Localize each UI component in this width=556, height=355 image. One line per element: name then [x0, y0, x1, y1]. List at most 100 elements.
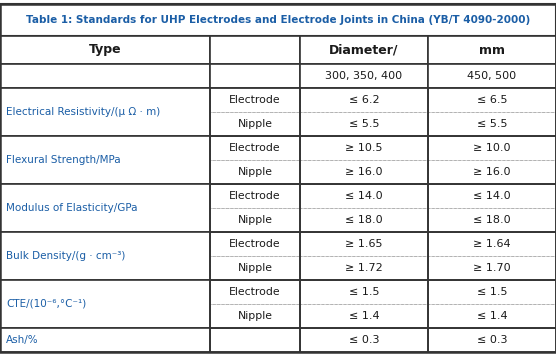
Text: Electrode: Electrode: [229, 143, 281, 153]
Bar: [300, 256, 428, 280]
Bar: [210, 64, 300, 88]
Bar: [428, 280, 556, 304]
Bar: [0, 256, 210, 280]
Text: ≤ 6.2: ≤ 6.2: [349, 95, 379, 105]
Text: ≥ 1.64: ≥ 1.64: [473, 239, 511, 249]
Bar: [210, 328, 300, 352]
Text: ≥ 1.65: ≥ 1.65: [345, 239, 383, 249]
Text: Nipple: Nipple: [237, 167, 272, 177]
Bar: [300, 184, 428, 232]
Bar: [300, 136, 428, 184]
Bar: [0, 36, 210, 64]
Bar: [0, 232, 210, 280]
Bar: [428, 112, 556, 136]
Bar: [300, 304, 428, 328]
Bar: [0, 4, 556, 36]
Bar: [210, 160, 300, 184]
Bar: [0, 328, 210, 352]
Bar: [428, 208, 556, 232]
Text: ≤ 1.4: ≤ 1.4: [476, 311, 507, 321]
Bar: [210, 256, 300, 280]
Bar: [300, 136, 428, 160]
Bar: [0, 280, 210, 328]
Bar: [0, 184, 210, 232]
Bar: [0, 232, 210, 256]
Bar: [428, 88, 556, 112]
Bar: [428, 184, 556, 232]
Text: ≤ 5.5: ≤ 5.5: [349, 119, 379, 129]
Bar: [0, 136, 210, 184]
Bar: [210, 88, 300, 136]
Text: Electrode: Electrode: [229, 191, 281, 201]
Bar: [300, 88, 428, 112]
Text: ≥ 16.0: ≥ 16.0: [473, 167, 511, 177]
Bar: [428, 160, 556, 184]
Bar: [428, 328, 556, 352]
Text: ≤ 1.5: ≤ 1.5: [476, 287, 507, 297]
Text: Flexural Strength/MPa: Flexural Strength/MPa: [6, 155, 121, 165]
Bar: [300, 328, 428, 352]
Bar: [210, 184, 300, 208]
Text: ≤ 5.5: ≤ 5.5: [476, 119, 507, 129]
Bar: [0, 88, 210, 112]
Text: ≥ 1.70: ≥ 1.70: [473, 263, 511, 273]
Bar: [210, 184, 300, 232]
Text: Electrode: Electrode: [229, 287, 281, 297]
Bar: [0, 160, 210, 184]
Text: ≤ 0.3: ≤ 0.3: [476, 335, 507, 345]
Bar: [428, 64, 556, 88]
Text: Bulk Density/(g · cm⁻³): Bulk Density/(g · cm⁻³): [6, 251, 125, 261]
Text: ≤ 18.0: ≤ 18.0: [345, 215, 383, 225]
Bar: [428, 304, 556, 328]
Text: ≤ 6.5: ≤ 6.5: [476, 95, 507, 105]
Bar: [210, 280, 300, 328]
Text: ≤ 18.0: ≤ 18.0: [473, 215, 511, 225]
Bar: [300, 232, 428, 280]
Bar: [210, 232, 300, 280]
Bar: [428, 136, 556, 184]
Bar: [428, 36, 556, 64]
Bar: [210, 208, 300, 232]
Bar: [210, 36, 300, 64]
Text: 300, 350, 400: 300, 350, 400: [325, 71, 403, 81]
Bar: [300, 280, 428, 304]
Bar: [0, 208, 210, 232]
Bar: [300, 232, 428, 256]
Text: CTE/(10⁻⁶,°C⁻¹): CTE/(10⁻⁶,°C⁻¹): [6, 299, 86, 309]
Bar: [210, 304, 300, 328]
Bar: [300, 112, 428, 136]
Text: Diameter/: Diameter/: [329, 44, 399, 56]
Bar: [0, 64, 210, 88]
Bar: [428, 88, 556, 136]
Bar: [300, 208, 428, 232]
Text: Nipple: Nipple: [237, 215, 272, 225]
Bar: [300, 280, 428, 328]
Text: Ash/%: Ash/%: [6, 335, 38, 345]
Text: 450, 500: 450, 500: [468, 71, 517, 81]
Text: ≤ 14.0: ≤ 14.0: [473, 191, 511, 201]
Text: ≥ 16.0: ≥ 16.0: [345, 167, 383, 177]
Text: Electrode: Electrode: [229, 95, 281, 105]
Bar: [0, 88, 210, 136]
Bar: [300, 160, 428, 184]
Bar: [210, 232, 300, 256]
Bar: [210, 88, 300, 112]
Text: mm: mm: [479, 44, 505, 56]
Bar: [300, 64, 428, 88]
Bar: [300, 328, 428, 352]
Text: Electrode: Electrode: [229, 239, 281, 249]
Bar: [210, 112, 300, 136]
Bar: [300, 184, 428, 208]
Bar: [428, 136, 556, 160]
Bar: [0, 184, 210, 208]
Bar: [428, 280, 556, 328]
Bar: [210, 136, 300, 184]
Bar: [300, 36, 428, 64]
Bar: [0, 280, 210, 304]
Bar: [428, 232, 556, 280]
Text: Nipple: Nipple: [237, 263, 272, 273]
Text: ≥ 10.0: ≥ 10.0: [473, 143, 511, 153]
Bar: [210, 280, 300, 304]
Bar: [428, 328, 556, 352]
Bar: [0, 328, 210, 352]
